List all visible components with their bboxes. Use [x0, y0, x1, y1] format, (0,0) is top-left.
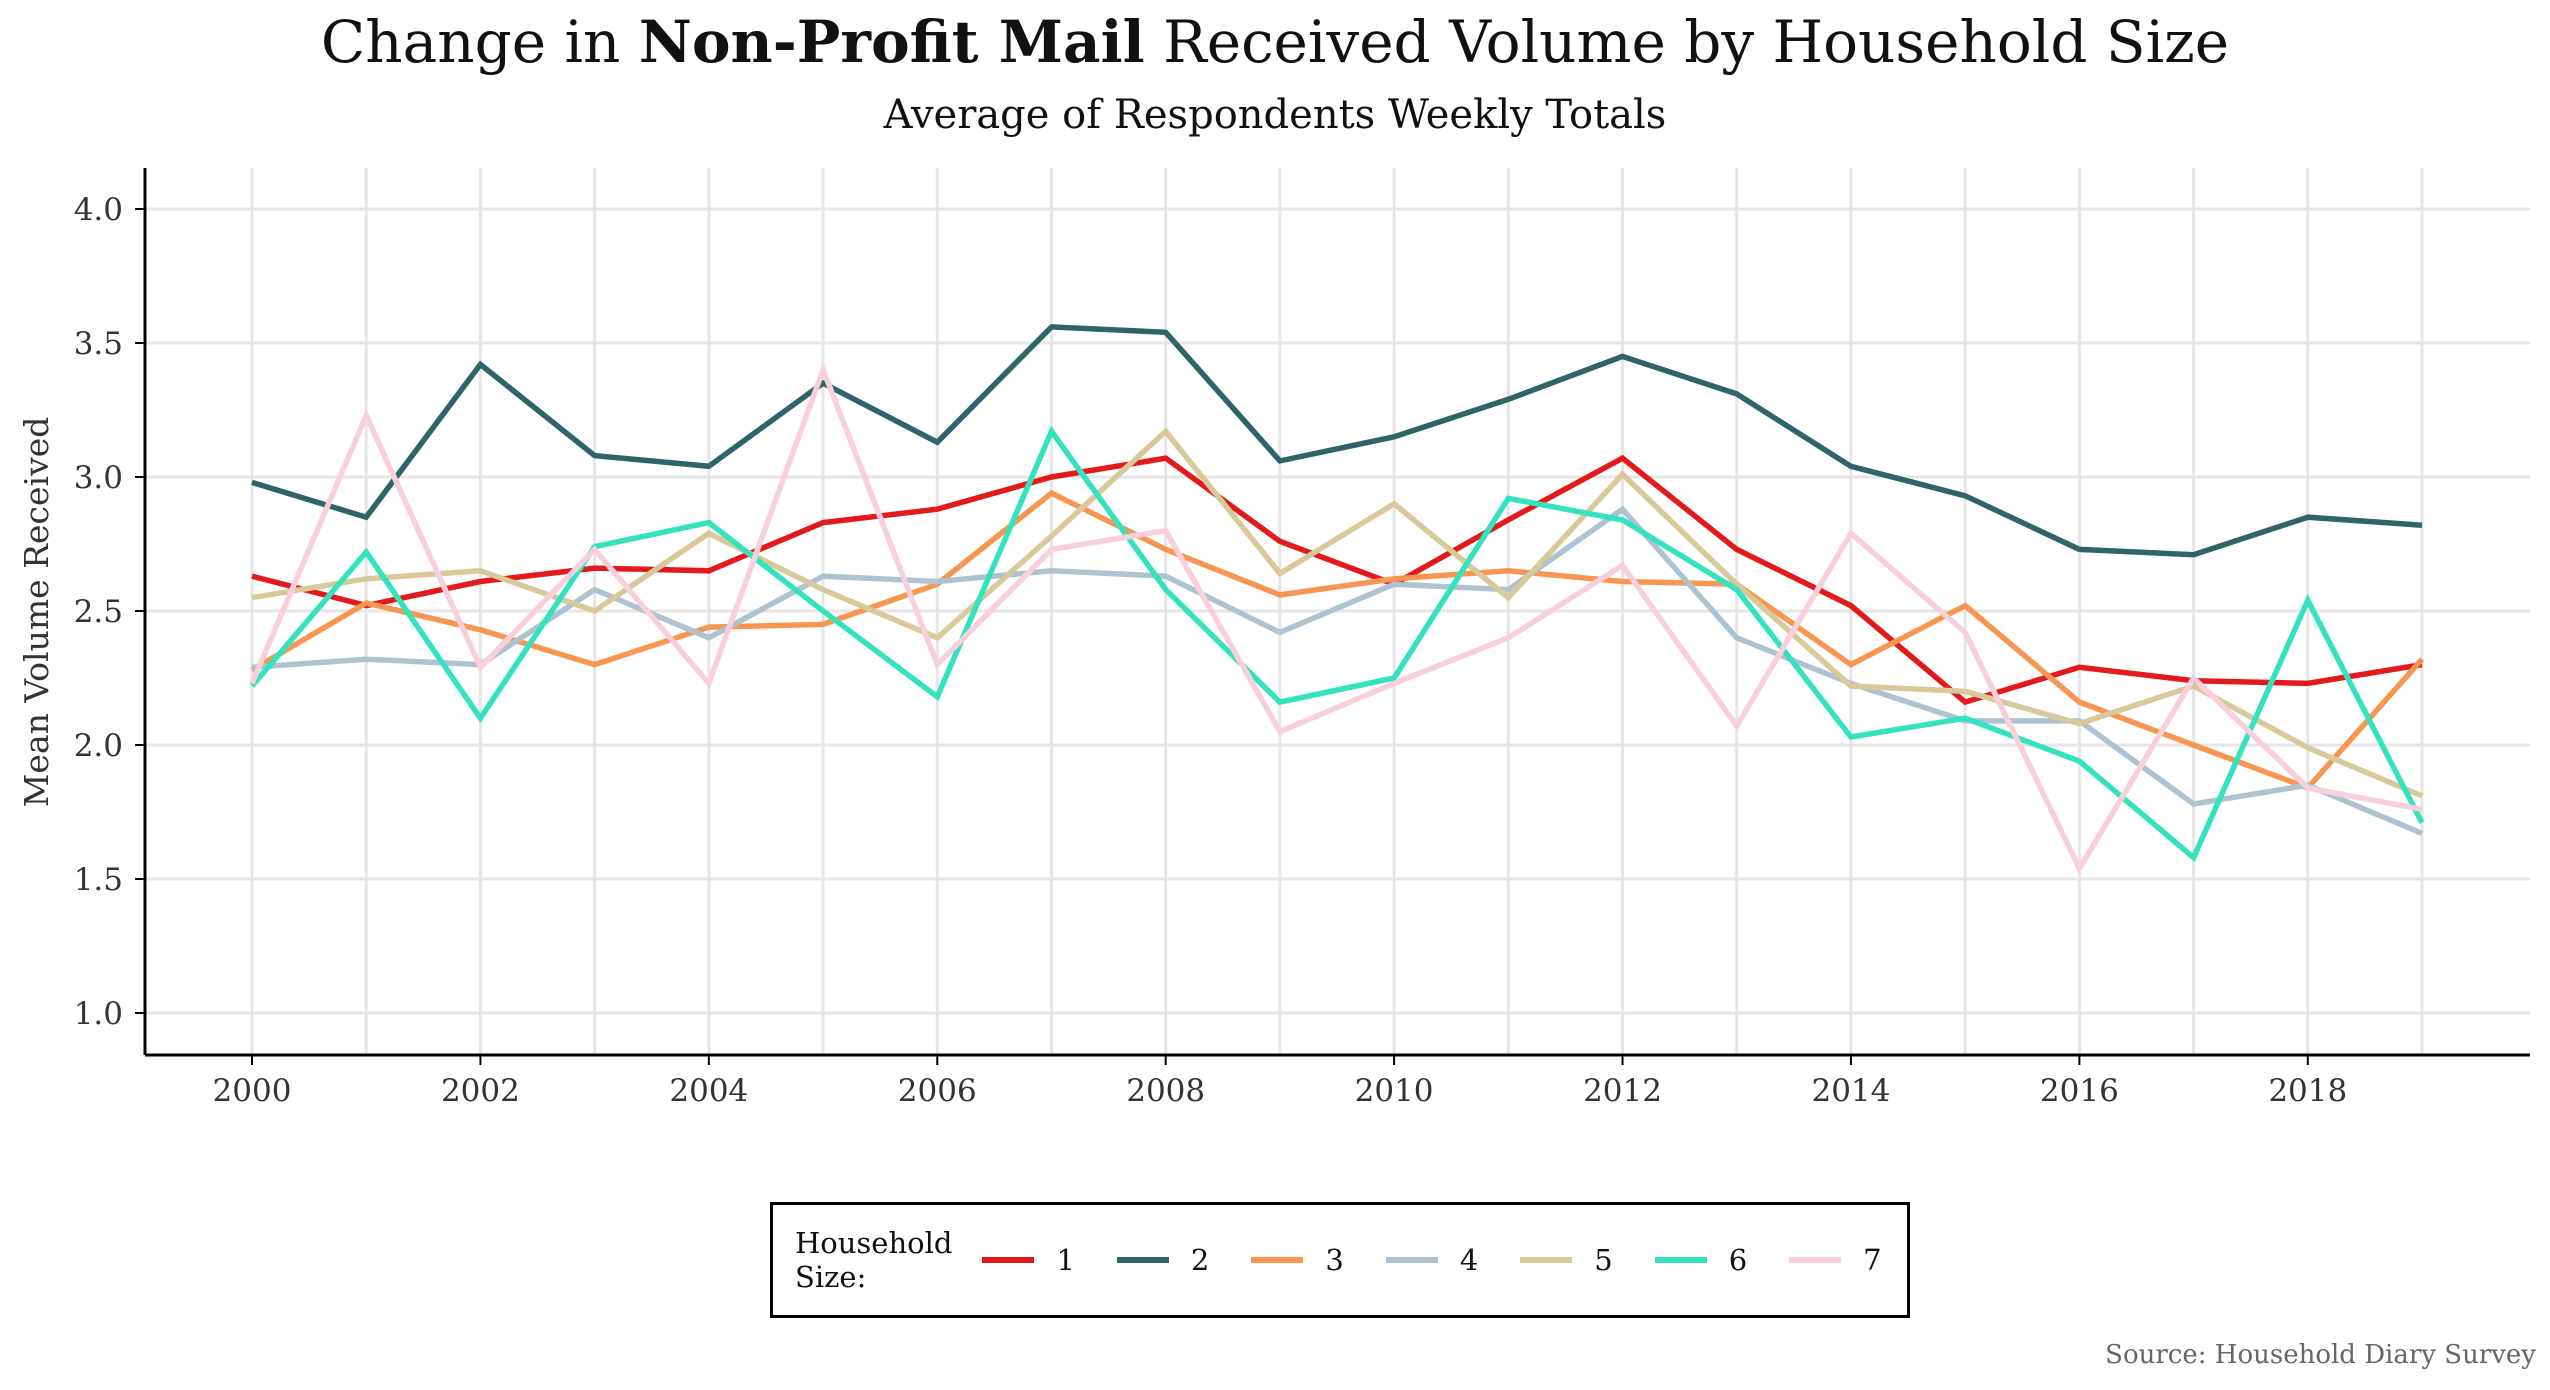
axes	[135, 168, 2530, 1065]
series-line-7	[249, 361, 2423, 875]
series-line-3	[250, 489, 2425, 792]
chart-title-suffix: Received Volume by Household Size	[1144, 8, 2230, 76]
series-line-5	[251, 427, 2424, 799]
legend-item-4: 4	[1385, 1243, 1479, 1277]
series-line-2	[251, 324, 2423, 558]
legend-label: 3	[1325, 1243, 1344, 1277]
y-tick-label: 3.0	[74, 460, 123, 496]
y-tick-label: 2.5	[74, 594, 123, 630]
x-tick-label: 2018	[2268, 1073, 2347, 1109]
legend-item-2: 2	[1116, 1243, 1210, 1277]
chart-subtitle: Average of Respondents Weekly Totals	[883, 92, 1667, 138]
grid	[145, 168, 2530, 1055]
legend-item-3: 3	[1251, 1243, 1344, 1277]
legend: Household Size: 1 2 3 4 5 6 7	[770, 1202, 1910, 1318]
legend-items: 1 2 3 4 5 6 7	[982, 1243, 1923, 1277]
legend-swatch	[982, 1257, 1035, 1263]
y-tick-label: 1.0	[74, 996, 123, 1032]
legend-item-5: 5	[1520, 1243, 1613, 1277]
legend-label: 5	[1594, 1243, 1613, 1277]
series-line-1	[251, 454, 2423, 706]
x-tick-label: 2006	[898, 1073, 977, 1109]
chart-title: Change in Non-Profit Mail Received Volum…	[0, 8, 2550, 76]
legend-swatch	[1520, 1257, 1573, 1263]
y-tick-label: 4.0	[74, 192, 123, 228]
y-tick-label: 1.5	[74, 862, 123, 898]
series-group	[249, 324, 2425, 875]
legend-label: 1	[1056, 1243, 1075, 1277]
x-tick-label: 2002	[441, 1073, 520, 1109]
x-tick-label: 2000	[213, 1073, 292, 1109]
legend-label: 6	[1728, 1243, 1748, 1277]
legend-swatch	[1654, 1257, 1707, 1263]
chart-title-bold: Non-Profit Mail	[638, 8, 1145, 76]
y-tick-label: 3.5	[74, 326, 123, 362]
y-axis-title: Mean Volume Received	[17, 417, 56, 808]
x-tick-label: 2010	[1355, 1073, 1434, 1109]
legend-label: 4	[1459, 1243, 1479, 1277]
x-tick-label: 2016	[2040, 1073, 2119, 1109]
legend-item-6: 6	[1654, 1243, 1748, 1277]
x-tick-label: 2008	[1126, 1073, 1205, 1109]
legend-swatch	[1789, 1257, 1842, 1263]
legend-item-1: 1	[982, 1243, 1075, 1277]
legend-label: 7	[1863, 1243, 1882, 1277]
tick-labels: 1.0 1.5 2.0 2.5 3.0 3.5 4.0 2000 2002 2004 2006 200…	[74, 192, 2348, 1109]
x-tick-label: 2004	[669, 1073, 748, 1109]
series-line-6	[249, 425, 2425, 863]
source-caption: Source: Household Diary Survey	[2105, 1340, 2536, 1370]
legend-swatch	[1251, 1257, 1304, 1263]
legend-swatch	[1385, 1257, 1438, 1263]
x-tick-label: 2014	[1811, 1073, 1890, 1109]
y-tick-label: 2.0	[74, 728, 123, 764]
legend-item-7: 7	[1789, 1243, 1882, 1277]
chart-title-prefix: Change in	[320, 8, 639, 76]
x-tick-label: 2012	[1583, 1073, 1662, 1109]
legend-title: Household Size:	[795, 1226, 953, 1294]
legend-swatch	[1116, 1257, 1169, 1263]
legend-label: 2	[1190, 1243, 1210, 1277]
